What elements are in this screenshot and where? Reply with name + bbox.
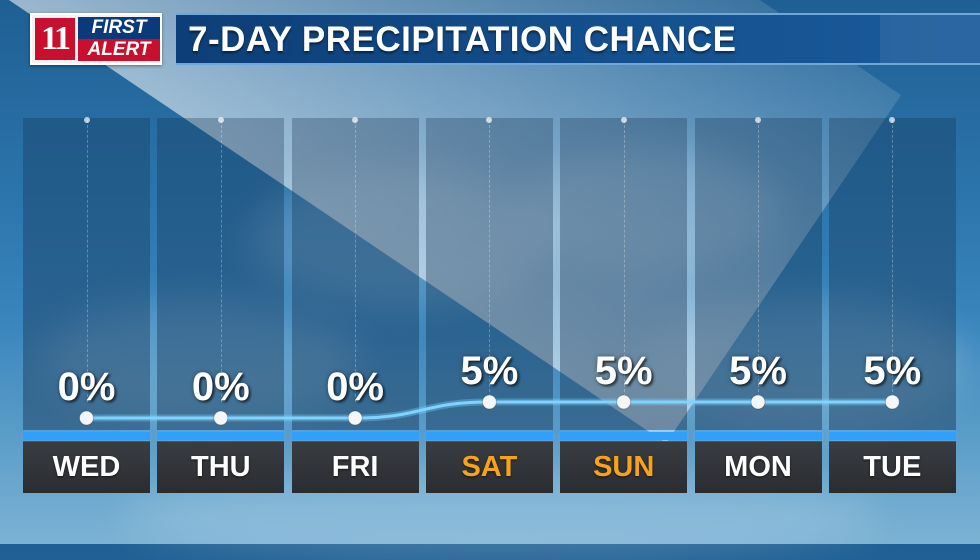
day-column [291,118,419,430]
title-bar-accent [880,15,980,63]
gridline-top-dot [84,117,90,123]
day-column [23,118,150,430]
chart-title: 7-DAY PRECIPITATION CHANCE [188,20,737,59]
station-logo: 11 FIRST ALERT [30,13,162,65]
data-point-mon [750,394,766,410]
day-column [694,118,822,430]
day-accent-strip [828,432,956,440]
gridline-top-dot [218,117,224,123]
data-label-tue: 5% [863,349,922,393]
title-bar: 7-DAY PRECIPITATION CHANCE [176,13,980,65]
day-column [828,118,956,430]
background-cloud [520,150,780,270]
gridline-top-dot [621,117,627,123]
day-accent-strip [23,432,150,440]
gridline [624,120,625,402]
gridline-top-dot [889,117,895,123]
day-accent-strip [291,432,419,440]
data-label-sat: 5% [460,349,519,393]
x-tick-label-sun: SUN [560,441,688,493]
x-tick-label-sat: SAT [425,441,553,493]
x-tick-label-fri: FRI [291,441,419,493]
data-label-sun: 5% [594,349,653,393]
x-tick-label-mon: MON [694,441,822,493]
gridline [758,120,759,402]
gridline [221,120,222,402]
gridline-top-dot [755,117,761,123]
x-tick-label-wed: WED [23,441,150,493]
gridline-top-dot [352,117,358,123]
data-label-wed: 0% [57,365,116,409]
data-point-thu [213,410,229,426]
day-accent-strip [425,432,553,440]
background-cloud [40,300,360,420]
data-label-mon: 5% [729,349,787,393]
data-label-fri: 0% [326,365,384,409]
data-point-sat [481,394,497,410]
data-point-tue [884,394,900,410]
x-tick-label-tue: TUE [828,441,956,493]
day-accent-strip [560,432,688,440]
background-cloud [640,300,970,430]
data-point-wed [79,410,94,426]
background-cloud [250,170,550,310]
data-label-thu: 0% [191,365,250,409]
gridline [87,120,88,402]
day-accent-strip [694,432,822,440]
gridline [489,120,490,402]
logo-first-text: FIRST [78,17,160,39]
data-point-sun [616,394,632,410]
day-column [425,118,553,430]
logo-alert-text: ALERT [78,39,160,61]
gridline [892,120,893,402]
logo-channel-number: 11 [35,18,75,60]
gridline-top-dot [486,117,492,123]
gridline [355,120,356,402]
data-point-fri [347,410,363,426]
day-column [560,118,688,430]
day-accent-strip [157,432,285,440]
day-column [157,118,285,430]
x-tick-label-thu: THU [157,441,285,493]
precip-line-chart [79,394,900,426]
